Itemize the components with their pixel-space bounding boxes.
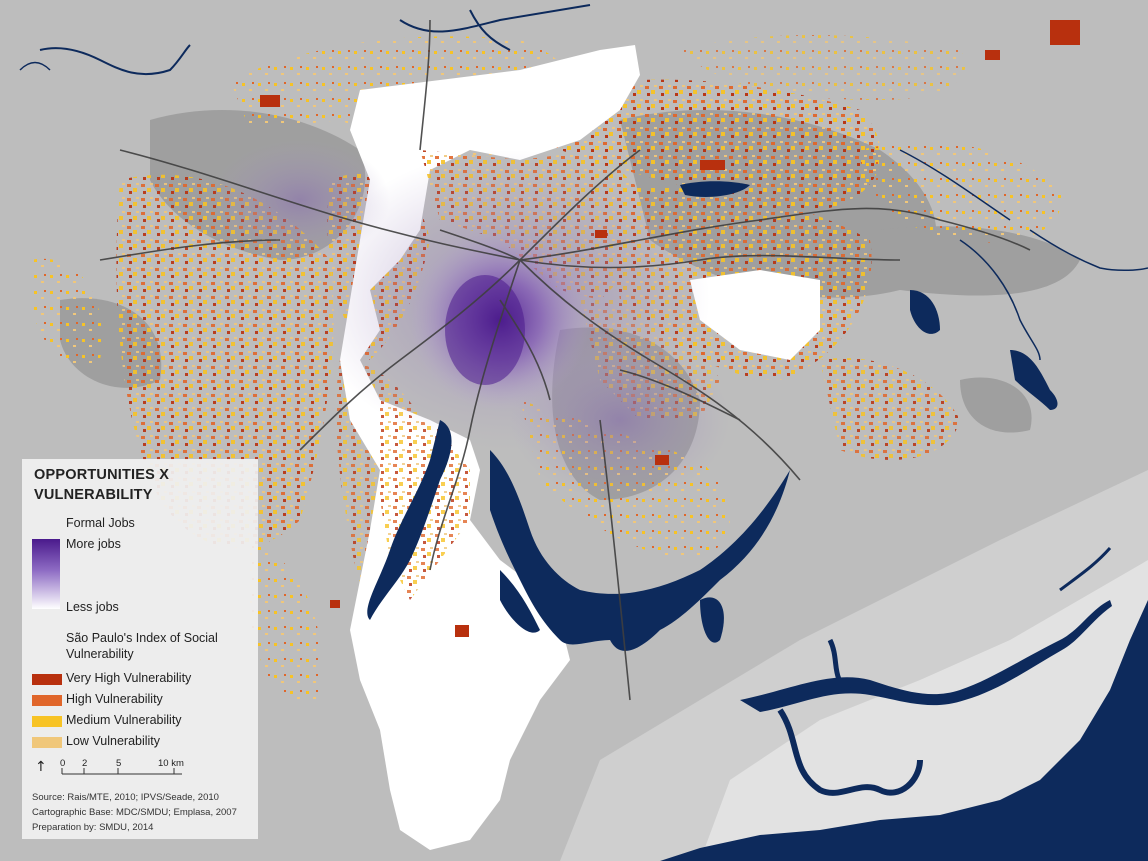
legend-swatch-2 [32, 716, 62, 727]
jobs-gradient-swatch [32, 539, 60, 609]
source-line-3: Preparation by: SMDU, 2014 [32, 822, 154, 833]
jobs-density-west [210, 140, 390, 260]
legend-category-label: High Vulnerability [66, 692, 163, 706]
jobs-density-center [445, 275, 525, 385]
scale-tick-5: 5 [116, 758, 121, 769]
less-jobs-label: Less jobs [66, 600, 119, 614]
reservoirs [367, 181, 1058, 651]
more-jobs-label: More jobs [66, 537, 121, 551]
map-legend: OPPORTUNITIES X VULNERABILITY Formal Job… [22, 459, 258, 839]
very-high-spots [260, 20, 1080, 637]
sao-paulo-municipality [340, 45, 640, 850]
scale-tick-2: 2 [82, 758, 87, 769]
scale-bar: ↑ 0 2 5 10 km [35, 758, 184, 775]
index-heading-line2: Vulnerability [66, 647, 134, 661]
legend-swatch-3 [32, 737, 62, 748]
ocean [660, 600, 1148, 861]
legend-category-label: Very High Vulnerability [66, 671, 192, 685]
north-arrow-icon: ↑ [35, 759, 47, 775]
estuary [740, 600, 1112, 712]
rail-lines [99, 19, 1031, 701]
sao-paulo-east-lobe [690, 270, 820, 360]
scale-tick-0: 0 [60, 758, 65, 769]
legend-category-label: Medium Vulnerability [66, 713, 182, 727]
legend-title-line2: VULNERABILITY [34, 487, 153, 503]
legend-swatch-0 [32, 674, 62, 685]
legend-swatch-1 [32, 695, 62, 706]
source-line-2: Cartographic Base: MDC/SMDU; Emplasa, 20… [32, 807, 237, 818]
legend-category-label: Low Vulnerability [66, 734, 161, 748]
source-line-1: Source: Rais/MTE, 2010; IPVS/Seade, 2010 [32, 792, 219, 803]
index-heading-line1: São Paulo's Index of Social [66, 631, 218, 645]
rivers [19, 4, 1148, 361]
scale-tick-10: 10 km [158, 758, 184, 769]
legend-title: OPPORTUNITIES X VULNERABILITY [34, 465, 249, 505]
legend-title-line1: OPPORTUNITIES X [34, 467, 170, 483]
jobs-heading: Formal Jobs [66, 516, 135, 530]
